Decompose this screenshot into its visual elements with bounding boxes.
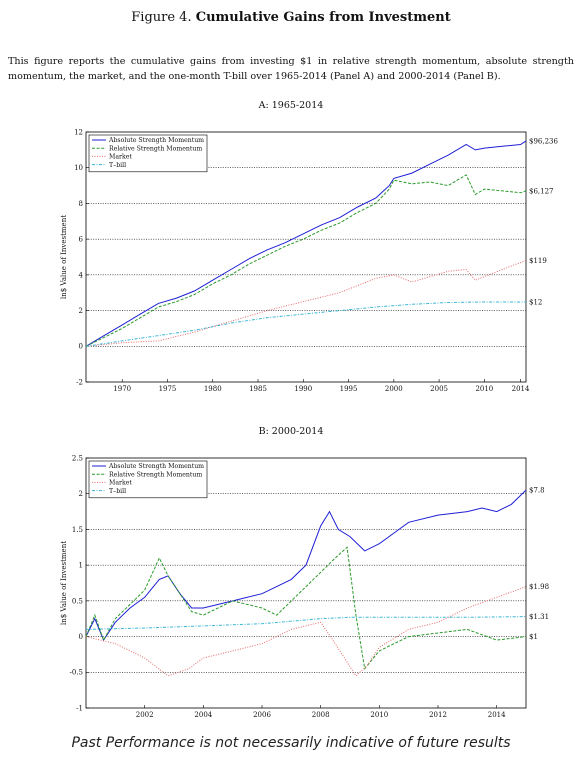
panel-a-xtick-label-0: 1970	[113, 385, 131, 393]
panel-b-title: B: 2000-2014	[258, 426, 324, 437]
panel-a-ytick-label-7: 12	[74, 128, 83, 136]
panel-a-series-line-1	[85, 174, 527, 347]
panel-b-ytick-label-2: 0	[79, 633, 83, 641]
panel-a-legend-label-1: Relative Strength Momentum	[109, 145, 202, 152]
panel-b-series-line-2	[85, 586, 527, 677]
panel-a-ytick-label-1: 0	[79, 343, 83, 351]
panel-a-series-line-2	[85, 260, 527, 347]
panel-b-end-label-1: $1	[529, 633, 538, 641]
panel-b-legend-label-2: Market	[109, 480, 132, 487]
panel-b-series-line-1	[85, 546, 527, 670]
panel-a-legend-label-3: T–bill	[109, 162, 126, 169]
panel-b-xtick-label-6: 2014	[488, 711, 506, 719]
panel-b-legend-box	[88, 460, 208, 499]
panel-a-end-label-3: $12	[529, 299, 542, 307]
panel-a-title: A: 1965-2014	[258, 100, 324, 111]
panel-b-ytick-label-1: -0.5	[70, 669, 84, 677]
panel-b-ytick-label-3: 0.5	[72, 597, 83, 605]
panel-b-series-line-3	[85, 616, 527, 630]
panel-b-legend-label-3: T–bill	[109, 488, 126, 495]
disclaimer-footer: Past Performance is not necessarily indi…	[71, 735, 511, 751]
panel-a-ytick-label-2: 2	[79, 307, 83, 315]
panel-a-ylabel: ln$ Value of Investment	[60, 215, 68, 299]
panel-a-chart: -2 0 2 4 6 8 10 12 1970 1975 1980 1985 1990 1995 2000 2…	[60, 128, 558, 393]
panel-a-xtick-label-9: 2014	[512, 385, 530, 393]
panel-a-end-label-2: $119	[529, 257, 547, 265]
panel-a-legend-label-0: Absolute Strength Momentum	[108, 137, 204, 144]
panel-a-series-line-0	[85, 140, 527, 347]
panel-a-xtick-label-8: 2010	[475, 385, 493, 393]
panel-b-ytick-label-7: 2.5	[72, 454, 83, 462]
panel-b-legend-label-1: Relative Strength Momentum	[109, 471, 202, 478]
panel-a-ytick-label-3: 4	[79, 271, 84, 279]
panel-b-ytick-label-6: 2	[79, 490, 83, 498]
panel-b-xtick-label-3: 2008	[312, 711, 330, 719]
panel-a-xtick-label-7: 2005	[430, 385, 448, 393]
panel-b-xtick-label-5: 2012	[429, 711, 447, 719]
figure-caption: This figure reports the cumulative gains…	[8, 56, 574, 82]
panel-b-end-label-3: $1.31	[529, 613, 549, 621]
panel-b-xtick-label-1: 2004	[194, 711, 212, 719]
panel-a-ytick-label-6: 10	[74, 164, 83, 172]
panel-a-end-label-0: $96,236	[529, 137, 558, 145]
panel-a-xtick-label-1: 1975	[159, 385, 177, 393]
panel-b-xtick-label-2: 2006	[253, 711, 271, 719]
panel-b-series-line-0	[85, 489, 527, 642]
panel-a-plot-frame	[85, 131, 527, 383]
panel-b-legend-label-0: Absolute Strength Momentum	[108, 463, 204, 470]
figure-label: Figure 4.	[131, 10, 192, 25]
panel-b-end-label-0: $7.8	[529, 487, 545, 495]
panel-a-legend-box	[88, 134, 208, 173]
panel-a-legend-label-2: Market	[109, 154, 132, 161]
panel-a-end-label-1: $6,127	[529, 187, 554, 195]
panel-a-xtick-label-2: 1980	[204, 385, 222, 393]
panel-b-ytick-label-5: 1.5	[72, 526, 83, 534]
panel-b-end-label-2: $1.98	[529, 583, 549, 591]
panel-b-plot-frame	[85, 457, 527, 709]
panel-b-ylabel: ln$ Value of Investment	[60, 541, 68, 625]
panel-a-ytick-label-4: 6	[79, 236, 84, 244]
panel-a-series-line-3	[85, 301, 526, 347]
panel-a-xtick-label-5: 1995	[340, 385, 358, 393]
panel-a-xtick-label-4: 1990	[294, 385, 312, 393]
figure-title: Figure 4. Cumulative Gains from Investme…	[0, 10, 582, 25]
panel-a-xtick-label-6: 2000	[385, 385, 403, 393]
panel-b-xtick-label-0: 2002	[136, 711, 154, 719]
panel-a-ytick-label-0: -2	[76, 378, 83, 386]
panel-b-ytick-label-0: -1	[76, 704, 83, 712]
panel-b-xtick-label-4: 2010	[370, 711, 388, 719]
panel-a-xtick-label-3: 1985	[249, 385, 267, 393]
panel-b-ytick-label-4: 1	[79, 562, 83, 570]
panel-a-ytick-label-5: 8	[79, 200, 83, 208]
figure-heading: Cumulative Gains from Investment	[195, 10, 451, 25]
panel-b-chart: -1 -0.5 0 0.5 1 1.5 2 2.5 2002 2004 2006 2008 2010 20…	[60, 454, 549, 719]
